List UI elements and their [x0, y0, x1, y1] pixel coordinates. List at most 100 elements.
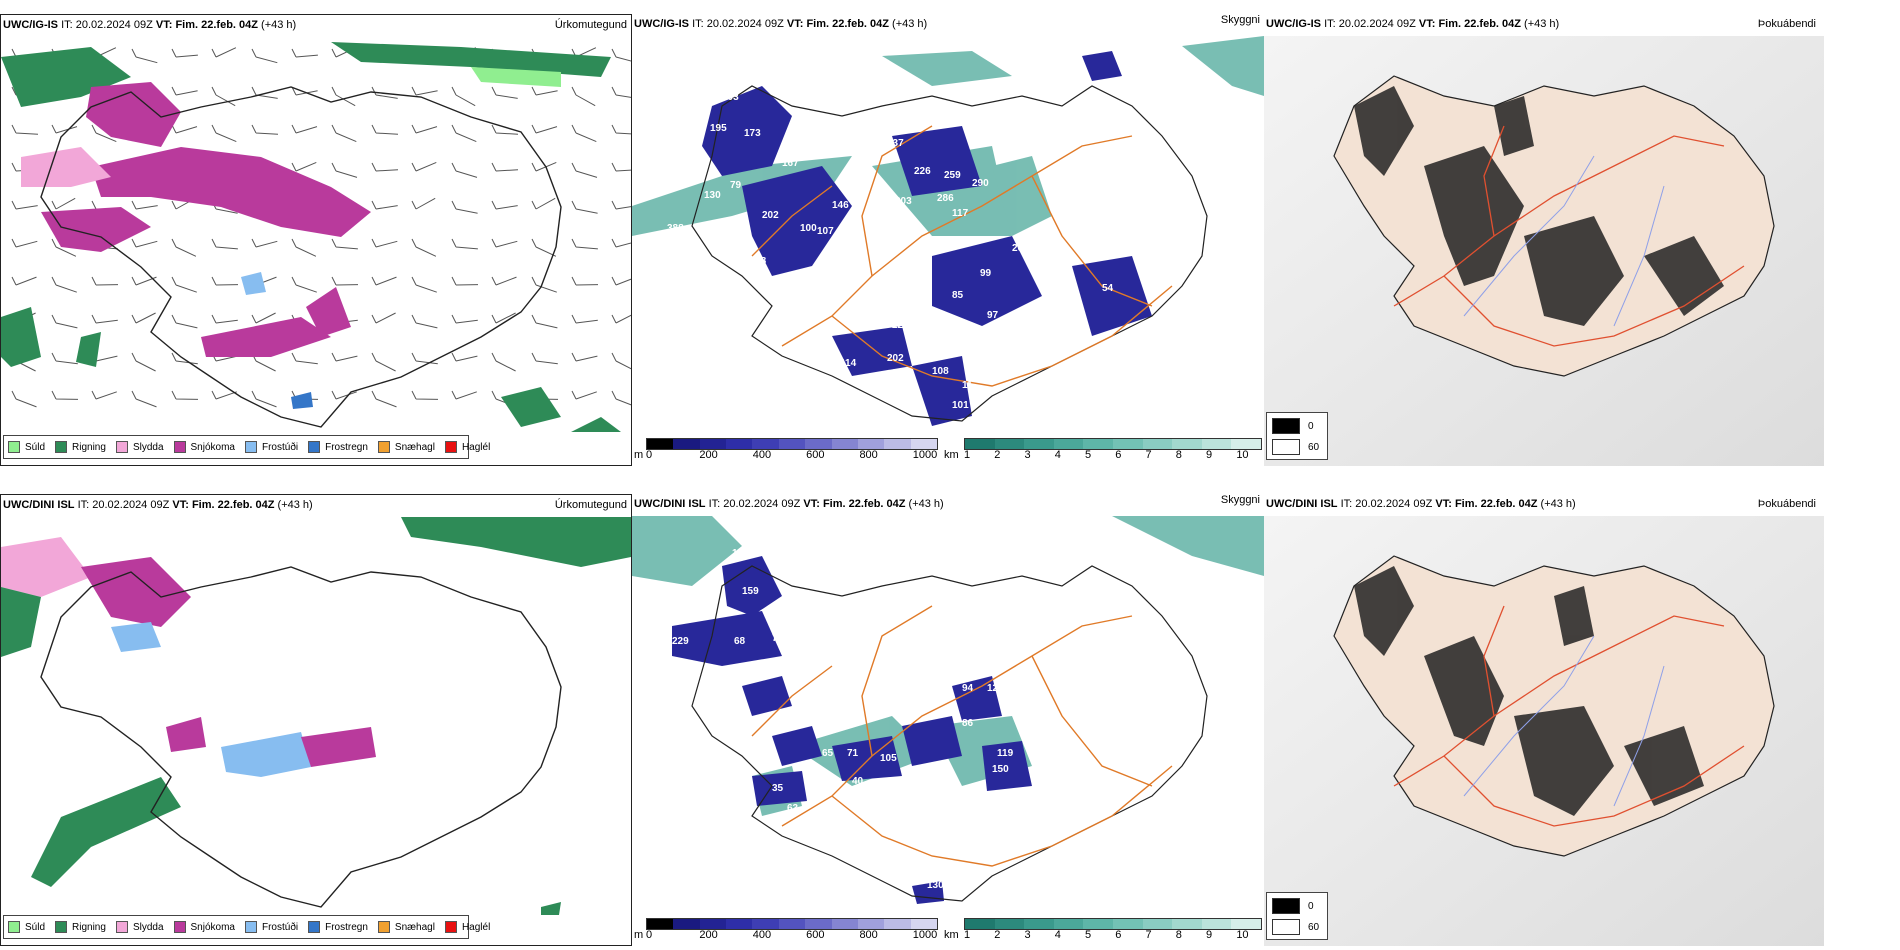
legend-label: Súld: [25, 921, 46, 933]
scale-swatch: [778, 439, 806, 449]
cloud-base-label: 84: [727, 76, 739, 87]
legend-item: Snjókoma: [173, 441, 235, 453]
wind-barb: [371, 238, 398, 248]
wind-barb: [571, 238, 598, 250]
cloud-base-label: 158: [867, 200, 884, 211]
coastline: [691, 85, 1208, 422]
wind-barb: [371, 312, 396, 324]
scale-tick-label: 800: [859, 929, 878, 941]
wind-barb: [331, 390, 357, 400]
cloud-base-label: 99: [980, 268, 992, 279]
scale-swatch: [831, 439, 858, 449]
legend-item: Frostregn: [308, 921, 368, 933]
scale-swatch: [857, 919, 885, 929]
coastline: [40, 566, 562, 908]
wind-barb: [171, 86, 198, 96]
wind-barb: [251, 86, 278, 99]
wind-barb: [531, 124, 558, 134]
fog-swatch: [1272, 898, 1300, 914]
scale-tick-label: 1: [964, 929, 971, 941]
legend-swatch: [244, 441, 257, 453]
cloud-base-label: 63: [787, 803, 799, 814]
scale-tick-label: 200: [699, 929, 718, 941]
scale-tick-label: 4: [1054, 449, 1061, 461]
panel-title: Þokuábendi: [1757, 18, 1816, 30]
precip-type-panel-bottom: UWC/DINI ISL IT: 20.02.2024 09Z VT: Fim.…: [0, 494, 632, 946]
wind-barb: [531, 86, 558, 96]
legend-label: Haglél: [461, 921, 491, 933]
scale-tick-label: 4: [1054, 929, 1061, 941]
fog-swatch: [1272, 418, 1300, 434]
cloud-base-areas: [702, 51, 1152, 426]
legend-swatch: [115, 441, 128, 453]
wind-barb: [171, 390, 199, 400]
scale-tick-label: 7: [1145, 929, 1152, 941]
scale-tick-label: 7: [1145, 449, 1152, 461]
scale-tick-label: 1000: [912, 929, 938, 941]
scale-swatch: [805, 919, 832, 929]
scale-swatch: [1172, 439, 1202, 449]
cloud-base-label: 103: [814, 708, 831, 719]
wind-barb: [451, 352, 478, 362]
wind-barb: [131, 390, 157, 408]
scale-swatch: [1142, 919, 1173, 929]
cloud-base-label: 146: [832, 200, 849, 211]
wind-barb: [251, 390, 277, 408]
rivers: [1463, 635, 1665, 807]
cloud-base-scale: m 0 200 400 600 800 1000: [634, 438, 938, 466]
cloud-base-label: 101: [952, 400, 969, 411]
scale-tick-label: 600: [806, 449, 825, 461]
coastline: [691, 565, 1208, 902]
scale-swatch: [752, 439, 779, 449]
cloud-base-label: 11: [962, 380, 973, 391]
wind-barb: [291, 48, 318, 58]
precip-map: [1, 517, 631, 915]
cloud-base-label: 537: [887, 138, 904, 149]
fog-legend: 0 60: [1266, 892, 1328, 940]
wind-barb: [251, 238, 278, 248]
scale-swatch: [752, 919, 779, 929]
legend-item: Snæhagl: [377, 441, 435, 453]
wind-barb: [451, 86, 476, 107]
panel-header: UWC/IG-IS IT: 20.02.2024 09Z VT: Fim. 22…: [632, 14, 1264, 34]
model-name: UWC/IG-IS: [3, 19, 58, 31]
scale-tick-label: 6: [1115, 449, 1122, 461]
wind-barb: [331, 276, 359, 286]
wind-barb: [131, 352, 156, 372]
wind-barb: [571, 200, 598, 214]
panel-header: UWC/DINI ISL IT: 20.02.2024 09Z VT: Fim.…: [632, 494, 1264, 514]
fog-swatch: [1272, 919, 1300, 935]
scale-tick-label: 400: [752, 929, 772, 941]
cloud-base-label: 195: [710, 123, 727, 134]
wind-barb: [571, 276, 599, 286]
scale-swatch: [1201, 439, 1232, 449]
scale-swatch: [1112, 919, 1143, 929]
coastline: [40, 86, 562, 428]
wind-barb: [491, 312, 516, 324]
legend-swatch: [377, 921, 390, 933]
visibility-areas: [632, 516, 1264, 816]
legend-item: Slydda: [115, 441, 164, 453]
scale-swatch: [1201, 919, 1232, 929]
wind-barb: [171, 352, 198, 365]
legend-swatch: [444, 921, 457, 933]
wind-barb: [531, 238, 557, 257]
wind-barb: [291, 352, 318, 365]
fog-roads: [1393, 605, 1745, 827]
legend-item: Súld: [8, 921, 45, 933]
scale-swatch: [1112, 439, 1143, 449]
legend-item: Haglél: [444, 441, 490, 453]
cloud-base-panel-top: UWC/IG-IS IT: 20.02.2024 09Z VT: Fim. 22…: [632, 14, 1264, 466]
legend-item: Rigning: [55, 441, 106, 453]
wind-barb: [411, 238, 437, 257]
legend-swatch: [8, 921, 20, 933]
wind-barb: [131, 200, 158, 210]
legend-label: Slydda: [132, 921, 164, 933]
wind-barb: [571, 86, 596, 107]
wind-barb: [91, 390, 117, 400]
wind-barb: [11, 200, 38, 210]
wind-barb: [611, 314, 631, 324]
scale-swatch: [647, 439, 674, 449]
legend-label: Snjókoma: [190, 921, 235, 933]
